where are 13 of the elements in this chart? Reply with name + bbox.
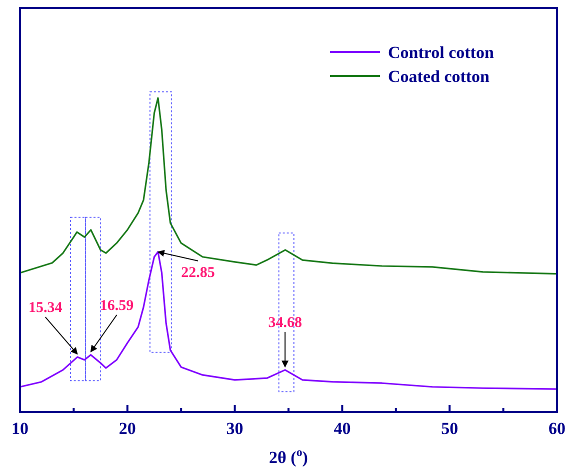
legend-label: Control cotton bbox=[388, 43, 494, 62]
legend-label: Coated cotton bbox=[388, 67, 490, 86]
x-tick-label: 30 bbox=[226, 419, 244, 438]
x-tick-label: 20 bbox=[118, 419, 136, 438]
x-axis-title: 2θ ($^{o}$) bbox=[269, 445, 308, 467]
annotation: 16.59 bbox=[100, 298, 134, 314]
x-tick-label: 40 bbox=[334, 419, 351, 438]
annotation: 15.34 bbox=[28, 300, 63, 316]
annotation: 34.68 bbox=[268, 314, 302, 331]
x-tick-label: 50 bbox=[441, 419, 458, 438]
annotation: 22.85 bbox=[181, 264, 215, 281]
x-tick-label: 60 bbox=[548, 419, 566, 438]
x-tick-label: 10 bbox=[12, 419, 28, 438]
